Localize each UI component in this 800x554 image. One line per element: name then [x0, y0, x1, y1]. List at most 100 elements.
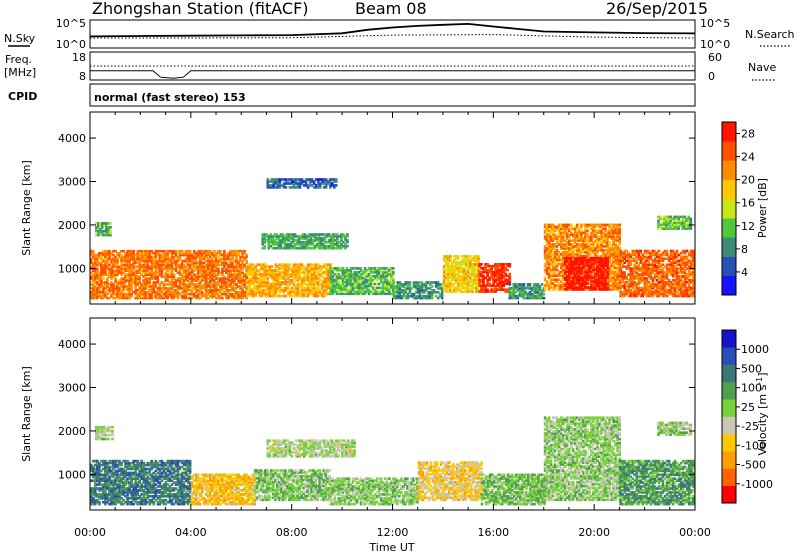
power-cell [200, 261, 204, 265]
power-cell [494, 280, 497, 284]
power-cell [432, 291, 436, 294]
power-cell [90, 292, 93, 296]
power-cell [98, 287, 101, 290]
power-cell [156, 251, 160, 255]
power-cell [567, 270, 571, 274]
power-cell [477, 257, 480, 260]
power-cell [416, 283, 420, 286]
power-cell [506, 280, 509, 284]
power-cell [444, 264, 448, 268]
power-cell [420, 296, 424, 300]
power-cell [508, 287, 512, 290]
power-cell [345, 280, 349, 284]
power-cell [598, 231, 601, 235]
power-cell [606, 272, 609, 276]
power-cell [408, 281, 412, 284]
power-cell [396, 294, 400, 298]
power-cell [221, 267, 224, 271]
power-cell [578, 282, 581, 285]
power-cell [465, 259, 468, 262]
power-cell [294, 182, 298, 185]
power-cell [536, 291, 540, 294]
power-cell [355, 286, 359, 290]
power-cell [500, 266, 503, 270]
power-cell [565, 241, 569, 244]
power-cell [144, 257, 148, 261]
power-cell [373, 290, 377, 294]
power-cell [567, 266, 571, 270]
power-cell [567, 262, 571, 266]
power-cell [373, 269, 377, 272]
power-cell [311, 235, 315, 238]
power-cell [254, 288, 257, 292]
power-cell [114, 257, 117, 261]
power-cell [584, 223, 587, 227]
power-cell [132, 279, 135, 282]
power-cell [276, 180, 280, 183]
power-cell [178, 281, 182, 284]
power-cell [192, 263, 196, 267]
power-cell [373, 286, 377, 290]
power-cell [293, 233, 297, 236]
power-cell [553, 233, 557, 236]
power-cell [196, 277, 200, 280]
power-cell [565, 282, 569, 285]
power-cell [219, 277, 222, 280]
power-cell [545, 247, 549, 250]
power-cell [467, 286, 470, 289]
power-cell [590, 278, 593, 281]
power-cell [618, 247, 621, 250]
power-cell [404, 281, 408, 284]
power-cell [178, 271, 182, 274]
power-cell [308, 284, 312, 288]
power-cell [122, 292, 125, 296]
power-cell [551, 264, 555, 268]
power-cell [241, 283, 244, 286]
power-cell [574, 225, 577, 229]
power-cell [286, 284, 290, 288]
power-cell [205, 279, 208, 282]
power-cell [555, 225, 559, 229]
power-cell [572, 245, 575, 248]
power-cell [213, 265, 216, 269]
power-cell [290, 178, 294, 181]
power-cell [278, 288, 282, 292]
power-cell [128, 279, 131, 282]
power-cell [322, 290, 326, 294]
power-cell [166, 287, 170, 290]
power-cell [345, 284, 349, 288]
power-cell [582, 249, 585, 252]
power-cell [590, 256, 593, 260]
power-cell [326, 246, 329, 250]
power-cell [217, 269, 220, 273]
power-cell [227, 269, 230, 273]
power-cell [312, 294, 316, 298]
nsky-panel: N.Sky 10^5 10^0 10^5 10^0 N.Search [4, 17, 795, 51]
power-cell [172, 259, 176, 263]
power-cell [108, 296, 111, 300]
power-cell [619, 261, 622, 264]
power-cell [574, 276, 577, 279]
power-cell [256, 277, 259, 280]
power-cell [233, 249, 236, 253]
power-cell [543, 235, 547, 238]
power-cell [313, 246, 317, 250]
power-cell [130, 253, 133, 257]
power-cell [194, 255, 198, 259]
power-cell [274, 292, 278, 296]
power-cell [170, 294, 174, 298]
power-cell [616, 227, 619, 231]
power-cell [110, 275, 113, 278]
power-cell [394, 285, 398, 288]
power-cell [330, 241, 333, 244]
power-cell [158, 287, 162, 290]
power-cell [92, 291, 95, 294]
power-cell [227, 277, 230, 280]
power-cell [570, 251, 573, 254]
power-cell [243, 257, 246, 261]
power-cell [277, 244, 281, 248]
power-cell [469, 288, 472, 291]
power-cell [164, 279, 168, 282]
power-cell [99, 224, 102, 227]
power-cell [264, 269, 267, 272]
